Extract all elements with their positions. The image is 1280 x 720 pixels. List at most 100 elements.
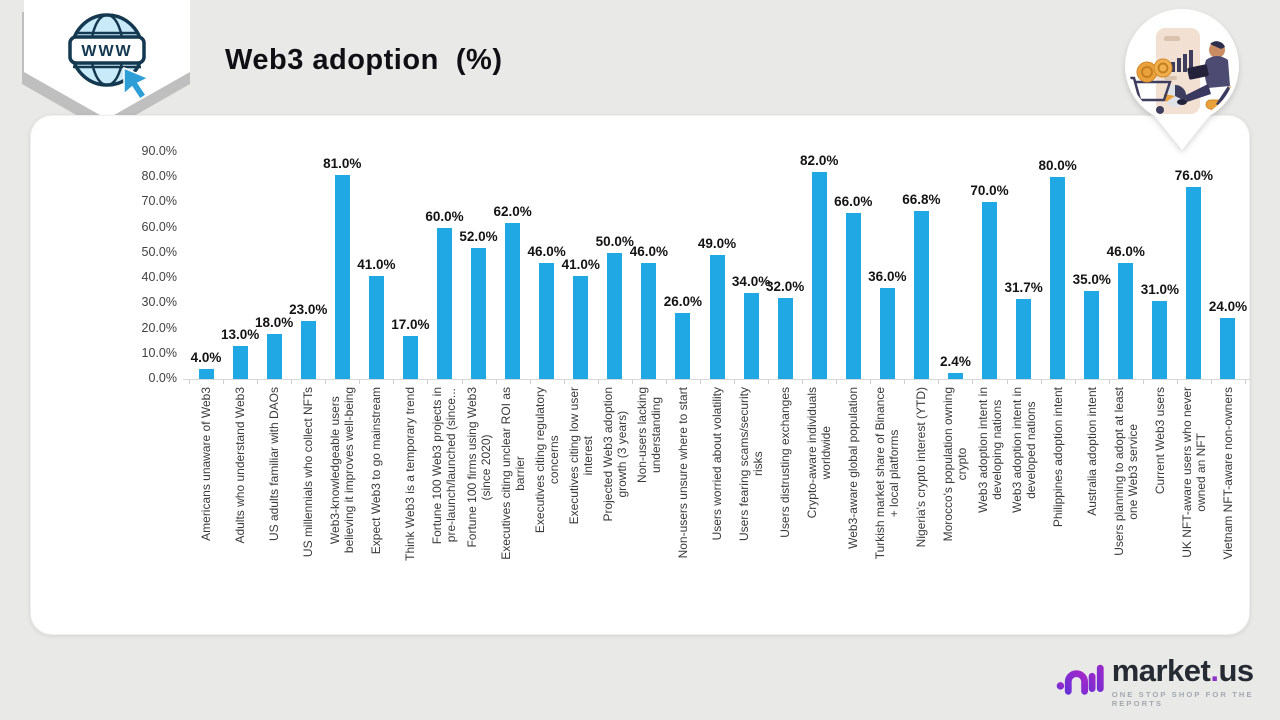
category-label: Users distrusting exchanges	[778, 387, 793, 538]
category-label: Turkish market share of Binance + local …	[873, 387, 902, 560]
bar-value-label: 70.0%	[970, 183, 1009, 199]
page-title: Web3 adoption (%)	[225, 44, 503, 76]
bar-chart: 0.0% 10.0% 20.0% 30.0% 40.0% 50.0% 60.0% 70.0% 8…	[31, 116, 1251, 634]
bar-value-label: 46.0%	[629, 243, 668, 259]
x-axis-tick	[1245, 380, 1246, 384]
www-globe-badge: WWW	[22, 0, 190, 132]
person-laptop-illustration	[1177, 41, 1232, 108]
x-axis-tick	[393, 380, 395, 384]
category-label: Current Web3 users	[1152, 387, 1167, 495]
x-axis-tick	[802, 380, 804, 384]
bar-value-label: 41.0%	[561, 256, 600, 272]
bar	[232, 346, 248, 379]
category-label: US millennials who collect NFTs	[301, 387, 316, 558]
bar	[743, 293, 759, 379]
bar	[1016, 299, 1032, 379]
y-axis-tick-label: 50.0%	[141, 244, 177, 259]
bar	[1118, 262, 1134, 379]
category-label: Users planning to adopt at least one Web…	[1111, 387, 1140, 556]
category-label: Think Web3 is a temporary trend	[403, 387, 418, 561]
bar	[436, 227, 452, 379]
x-axis-tick	[427, 380, 429, 384]
x-axis-line	[183, 379, 1251, 380]
category-label: Non-users lacking understanding	[634, 387, 663, 484]
y-axis-tick-label: 90.0%	[141, 144, 177, 158]
category-label: Crypto-aware individuals worldwide	[805, 387, 834, 519]
bar-value-label: 62.0%	[493, 203, 532, 219]
x-axis-tick	[1040, 380, 1042, 384]
x-axis-tick	[699, 380, 701, 384]
category-label: UK NFT-aware users who never owned an NF…	[1179, 387, 1208, 558]
brand-dot: .	[1210, 653, 1219, 688]
category-label: Web3-aware global population	[846, 387, 861, 549]
x-axis-tick	[1142, 380, 1144, 384]
y-axis-tick-label: 0.0%	[148, 371, 178, 385]
bar	[198, 368, 214, 379]
bar-value-label: 31.7%	[1004, 280, 1043, 296]
bar-value-label: 52.0%	[459, 228, 498, 244]
category-label: Nigeria's crypto interest (YTD)	[914, 387, 929, 548]
category-label: Web3 adoption intent in developed nation…	[1009, 387, 1038, 513]
bar	[982, 202, 998, 379]
www-text: WWW	[81, 43, 132, 60]
bar	[607, 252, 623, 379]
bar-value-label: 82.0%	[800, 153, 839, 169]
marketus-logo-icon	[1056, 664, 1104, 695]
category-label: Fortune 100 firms using Web3 (since 2020…	[464, 387, 493, 548]
bar-value-label: 17.0%	[391, 317, 430, 333]
x-axis-tick	[461, 380, 463, 384]
bar-value-label: 76.0%	[1174, 168, 1214, 184]
brand-us: us	[1218, 653, 1255, 688]
category-label: Web3 adoption intent in developing natio…	[975, 387, 1004, 513]
bar-value-label: 26.0%	[663, 294, 703, 310]
x-axis-tick	[631, 380, 633, 384]
bar	[777, 298, 793, 379]
globe-icon: WWW	[68, 13, 150, 101]
bar-value-label: 2.4%	[940, 353, 971, 369]
bar	[1084, 290, 1100, 379]
bar-value-label: 35.0%	[1072, 271, 1111, 287]
cursor-icon	[123, 66, 150, 101]
bar-value-label: 4.0%	[190, 349, 222, 365]
brand-name: market.us	[1112, 655, 1280, 686]
bar	[1152, 300, 1168, 379]
y-axis-tick-label: 20.0%	[141, 320, 177, 335]
x-axis-tick	[529, 380, 531, 384]
y-axis-tick-label: 60.0%	[141, 219, 177, 234]
x-axis-tick	[1074, 380, 1076, 384]
x-axis-tick	[597, 380, 599, 384]
x-axis-tick	[257, 380, 259, 384]
bar	[300, 320, 316, 379]
x-axis-tick	[189, 380, 190, 384]
x-axis-tick	[223, 380, 225, 384]
crypto-illustration-pin	[1125, 9, 1239, 150]
x-axis-tick	[1176, 380, 1178, 384]
bar-value-label: 41.0%	[357, 256, 396, 272]
bar-value-label: 49.0%	[697, 236, 737, 252]
x-axis-tick	[359, 380, 361, 384]
brand-footer: market.us ONE STOP SHOP FOR THE REPORTS	[1056, 651, 1280, 708]
bar-value-label: 66.8%	[902, 191, 941, 207]
bar	[266, 333, 282, 379]
bar	[845, 212, 861, 379]
category-label: Users worried about volatility	[709, 387, 724, 541]
bar	[947, 372, 963, 379]
x-axis-tick	[563, 380, 565, 384]
category-label: Australia adoption intent	[1084, 387, 1099, 516]
bar-value-label: 24.0%	[1208, 299, 1248, 315]
bar	[471, 247, 487, 379]
y-axis-tick-label: 30.0%	[141, 295, 177, 310]
brand-market: market	[1111, 653, 1211, 688]
x-axis-tick	[291, 380, 293, 384]
x-axis-tick	[768, 380, 770, 384]
bar	[641, 262, 657, 379]
category-label: Executives citing unclear ROI as barrier	[498, 387, 527, 560]
x-axis-tick	[904, 380, 906, 384]
bar	[1050, 177, 1066, 379]
bar-value-label: 31.0%	[1140, 281, 1179, 297]
bar-value-label: 50.0%	[595, 233, 634, 249]
category-label: US adults familiar with DAOs	[267, 387, 282, 542]
bar-value-label: 81.0%	[323, 155, 362, 171]
bar	[811, 172, 827, 379]
